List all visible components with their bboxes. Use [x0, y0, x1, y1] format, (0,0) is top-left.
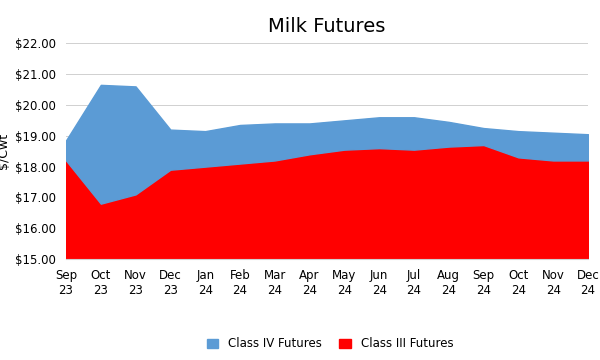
Y-axis label: $/Cwt: $/Cwt: [0, 133, 10, 169]
Title: Milk Futures: Milk Futures: [268, 17, 386, 36]
Legend: Class IV Futures, Class III Futures: Class IV Futures, Class III Futures: [206, 337, 454, 351]
